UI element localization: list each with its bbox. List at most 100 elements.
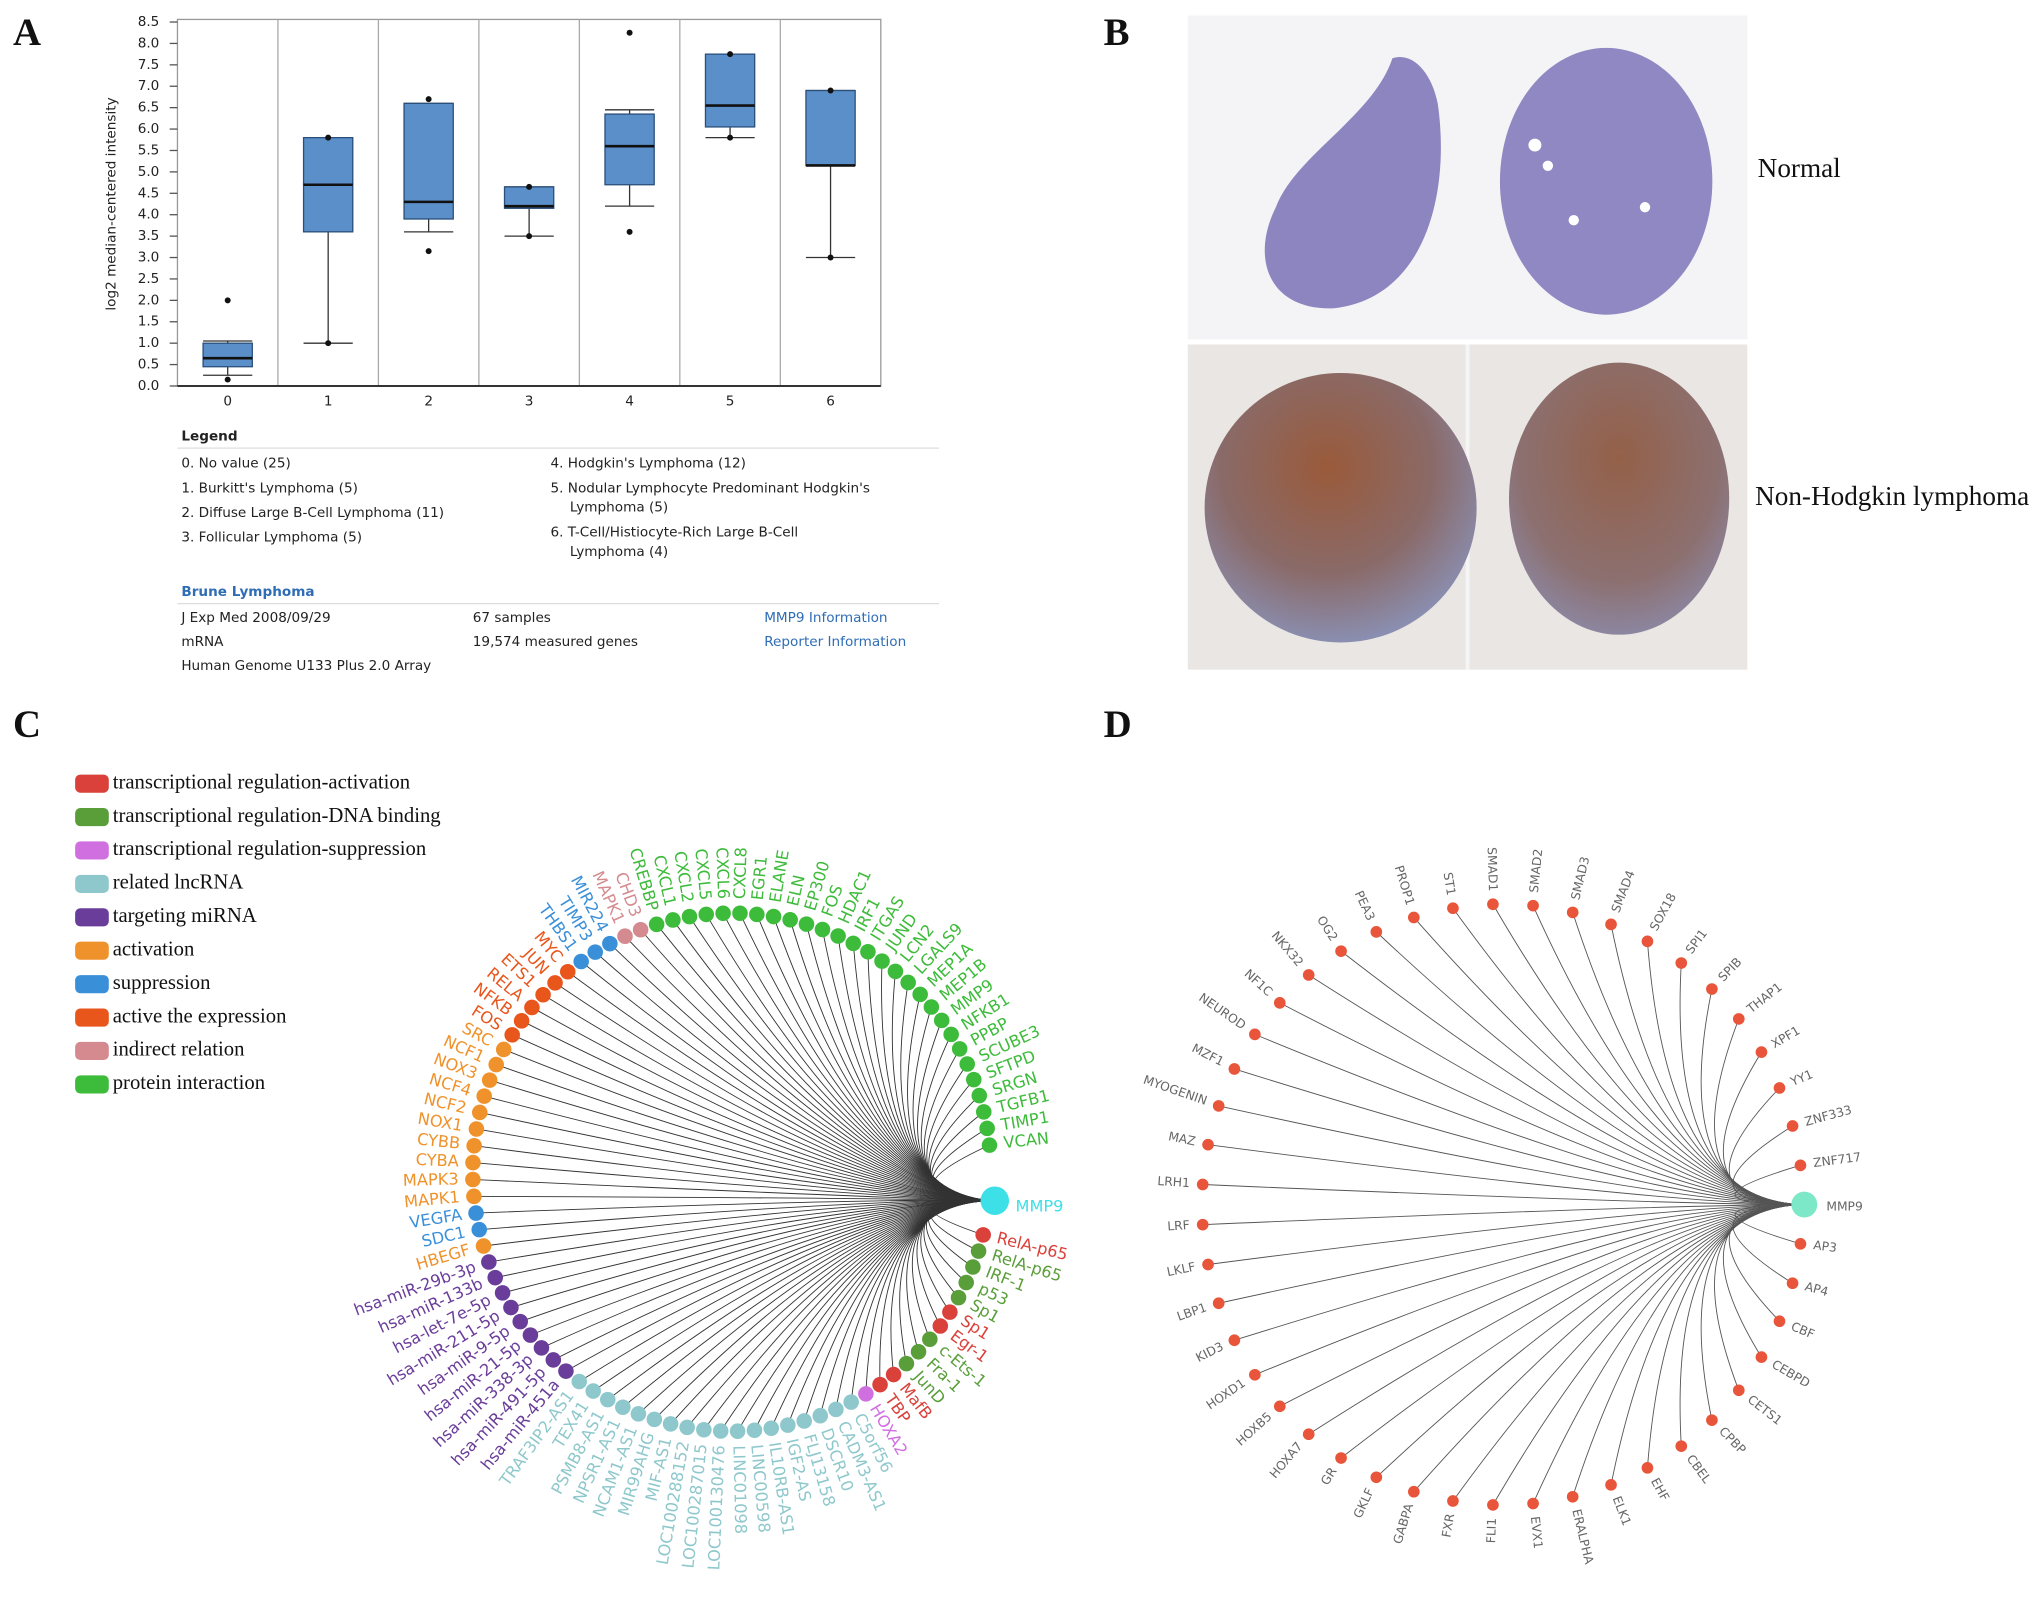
node (715, 905, 731, 922)
outlier (626, 29, 633, 36)
node (1487, 1499, 1499, 1511)
link[interactable]: Reporter Information (764, 634, 906, 650)
node-label: AP3 (1812, 1238, 1837, 1255)
node (1527, 1497, 1539, 1510)
node (615, 1399, 631, 1415)
y-tick-label: 7.0 (138, 78, 160, 94)
panel-label: B (1104, 11, 1130, 54)
node (860, 944, 876, 960)
outlier (526, 183, 533, 190)
node (712, 1423, 729, 1439)
node (488, 1056, 504, 1073)
edge (1308, 1204, 1805, 1435)
node (681, 908, 698, 925)
node-label: CXCL8 (730, 847, 751, 899)
node (632, 921, 649, 938)
node (1566, 1490, 1579, 1503)
node (573, 953, 589, 970)
node (1566, 906, 1579, 919)
node (959, 1056, 975, 1072)
node (958, 1274, 974, 1291)
node (513, 1013, 530, 1029)
node (465, 1154, 481, 1171)
node (898, 1355, 915, 1372)
node (966, 1071, 982, 1088)
node (812, 1407, 829, 1424)
edge (1279, 1002, 1805, 1206)
edge (1610, 924, 1805, 1206)
edge (1728, 1204, 1805, 1322)
node (887, 963, 904, 980)
node-label: SMAD4 (1609, 868, 1638, 914)
node-label: CYBA (415, 1150, 459, 1171)
y-tick-label: 5.0 (138, 164, 160, 180)
node (558, 1363, 574, 1379)
node (1794, 1237, 1807, 1250)
node-label: LINC01098 (729, 1445, 750, 1534)
node (481, 1254, 497, 1270)
tissue-images (1187, 15, 1748, 670)
node (665, 912, 681, 928)
node-label: THAP1 (1744, 980, 1785, 1017)
y-tick-label: 0.5 (138, 357, 160, 373)
node (1447, 1495, 1459, 1507)
node (465, 1171, 481, 1188)
node-label: SMAD3 (1568, 855, 1592, 901)
node (545, 1352, 562, 1368)
node (975, 1104, 992, 1120)
node (780, 1417, 796, 1433)
node-label: CEBPD (1769, 1357, 1812, 1390)
legend-item: 1. Burkitt's Lymphoma (5) (181, 480, 358, 496)
box (704, 53, 756, 128)
node (798, 916, 815, 932)
node (559, 963, 576, 980)
node-label: CETS1 (1745, 1392, 1785, 1427)
node-label: CPBP (1716, 1424, 1748, 1457)
link[interactable]: MMP9 Information (764, 610, 887, 626)
dataset-field: 19,574 measured genes (473, 634, 638, 650)
tissue-normal (1499, 47, 1713, 315)
y-tick-label: 6.5 (138, 100, 160, 116)
y-tick-label: 8.5 (138, 14, 160, 30)
node (698, 906, 715, 923)
box (403, 102, 454, 220)
legend-label: related lncRNA (113, 872, 244, 894)
x-tick-label: 0 (223, 394, 232, 410)
node (512, 1313, 528, 1330)
legend-label: targeting miRNA (113, 905, 257, 927)
node (1605, 918, 1617, 931)
node (923, 999, 940, 1015)
y-axis-label: log2 median-centered intensity (103, 97, 119, 310)
edge (931, 1200, 995, 1236)
node-label: YY1 (1788, 1067, 1815, 1089)
node (466, 1137, 482, 1154)
hub-label: MMP9 (1826, 1200, 1862, 1214)
node-label: OG2 (1314, 913, 1340, 943)
y-tick-label: 4.0 (138, 207, 160, 223)
node (950, 1289, 967, 1306)
node-label: HOXA7 (1267, 1439, 1305, 1481)
node (571, 1373, 588, 1390)
y-tick-label: 1.5 (138, 314, 160, 330)
node (487, 1269, 503, 1286)
node (1786, 1120, 1799, 1132)
node-label: LKLF (1166, 1260, 1197, 1279)
legend-item: 0. No value (25) (181, 456, 290, 472)
node (1370, 926, 1383, 938)
edge (1308, 974, 1805, 1206)
node-label: SPI1 (1683, 927, 1710, 957)
node (796, 1413, 812, 1429)
dataset-field: 67 samples (473, 610, 551, 626)
edge (754, 1200, 995, 1431)
node (495, 1041, 512, 1058)
legend-item: Lymphoma (4) (570, 544, 668, 560)
node (858, 1386, 874, 1402)
edge (580, 961, 995, 1202)
node (845, 935, 862, 952)
node (1605, 1478, 1617, 1491)
edge (1714, 1204, 1805, 1391)
node-label: GABPA (1391, 1501, 1417, 1545)
legend-swatch (75, 1075, 109, 1094)
node-label: NKX32 (1269, 929, 1306, 970)
legend-swatch (75, 874, 109, 893)
